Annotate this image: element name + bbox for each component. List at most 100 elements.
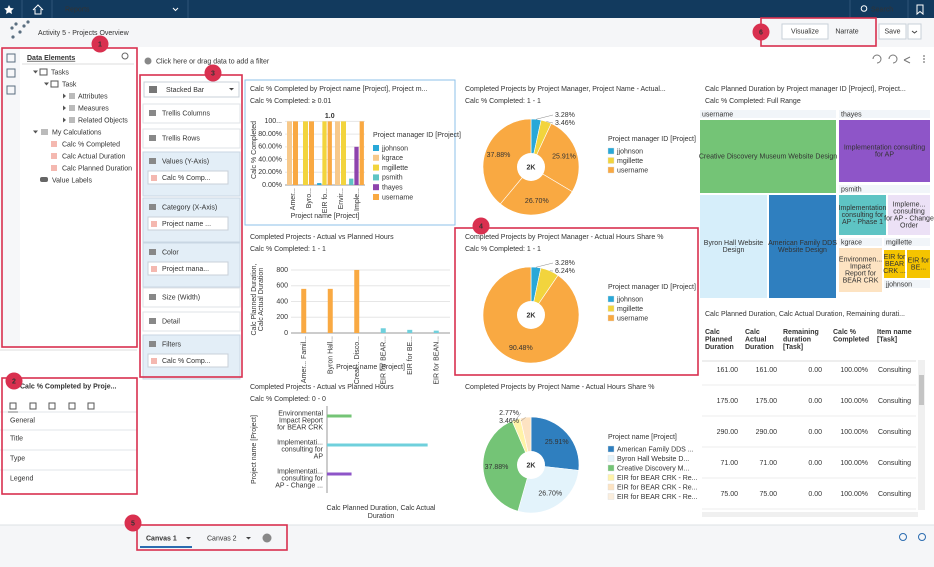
legend-swatch xyxy=(373,155,379,161)
cell-label: Implementation consulting xyxy=(844,144,925,151)
save-label[interactable]: Save xyxy=(885,28,901,35)
cell-label: Implementation xyxy=(839,205,887,212)
y-axis-title: Calc Planned Duration, xyxy=(251,263,258,335)
column-header: Planned xyxy=(705,336,732,343)
canvas-tab[interactable]: Canvas 2 xyxy=(207,535,237,542)
column-header: Calc xyxy=(705,329,720,336)
viz-subtitle: Calc % Completed: 1 - 1 xyxy=(465,246,541,253)
property-section[interactable]: General xyxy=(10,417,35,424)
bar xyxy=(354,147,358,185)
legend-label: thayes xyxy=(382,185,403,192)
cell-label: EIR for xyxy=(908,257,930,264)
logo-dot xyxy=(22,24,25,27)
legend-label: username xyxy=(382,194,413,201)
canvas-tab[interactable]: Canvas 1 xyxy=(146,535,177,542)
cell-label: for AP - Change xyxy=(884,215,934,222)
top-bar xyxy=(0,0,934,18)
cell-label: Impleme... xyxy=(893,201,926,208)
logo-dot xyxy=(26,20,29,23)
narrate-label[interactable]: Narrate xyxy=(835,28,858,35)
table-cell: 175.00 xyxy=(717,398,739,405)
x-tick-label: Amer... Famil... xyxy=(301,336,308,383)
legend-swatch xyxy=(608,446,614,452)
callout-number: 2 xyxy=(12,378,16,385)
viz-subtitle: Calc % Completed: 1 - 1 xyxy=(465,98,541,105)
cell-label: for AP xyxy=(875,151,894,158)
table-cell: 0.00 xyxy=(808,367,822,374)
cell-label: consulting xyxy=(893,208,925,215)
table-cell: 0.00 xyxy=(808,491,822,498)
property-section[interactable]: Legend xyxy=(10,475,33,482)
group-label: mgillette xyxy=(886,239,912,246)
legend-label: American Family DDS ... xyxy=(617,446,694,453)
x-axis-title: Project name [Project] xyxy=(336,364,405,371)
legend-label: mgillette xyxy=(617,158,643,165)
drop-item-label[interactable]: Project mana... xyxy=(162,266,209,273)
page-title: Activity 5 - Projects Overview xyxy=(38,30,130,37)
slice-label: 26.70% xyxy=(538,491,562,498)
cell-label: Order xyxy=(900,222,919,229)
chart-type-label[interactable]: Stacked Bar xyxy=(166,87,205,94)
cell-label: consulting for xyxy=(842,212,884,219)
table-cell: 175.00 xyxy=(756,398,778,405)
logo-dot xyxy=(10,26,13,29)
menu-label[interactable]: Reports xyxy=(65,6,90,13)
legend-label: EIR for BEAR CRK - Re... xyxy=(617,484,698,491)
viz-title: Calc % Completed by Project name [Projec… xyxy=(250,86,427,93)
cell-label: AP - Phase 1 xyxy=(842,219,883,226)
cell-label: BEAR CRK xyxy=(843,277,879,284)
viz-title: Completed Projects by Project Manager - … xyxy=(465,234,663,241)
cell-label: Website Design xyxy=(778,247,827,254)
tree-node: Value Labels xyxy=(52,177,92,184)
column-header: Completed xyxy=(833,336,869,343)
x-tick-label: Byro... xyxy=(306,188,313,208)
legend-label: psmith xyxy=(382,175,403,182)
y-tick-label: 800 xyxy=(276,267,288,274)
visualize-label[interactable]: Visualize xyxy=(791,28,819,35)
drop-item-label[interactable]: Calc % Comp... xyxy=(162,175,211,182)
y-tick-label: Implementati... xyxy=(277,439,323,446)
viz-title: Completed Projects by Project Manager, P… xyxy=(465,86,666,93)
cell-label: Byron Hall Website xyxy=(704,240,764,247)
zone-icon xyxy=(149,204,156,210)
legend-label: jjohnson xyxy=(616,296,643,303)
tree-node: Related Objects xyxy=(78,117,128,124)
viz-title: Calc Planned Duration by Project manager… xyxy=(705,86,906,93)
column-header: Duration xyxy=(745,344,774,351)
viz-title: Completed Projects - Actual vs Planned H… xyxy=(250,234,394,241)
property-section[interactable]: Type xyxy=(10,455,25,462)
table-cell: Consulting xyxy=(878,491,911,498)
drop-zone-label: Color xyxy=(162,249,179,256)
group-label: username xyxy=(702,111,733,118)
drop-item-label[interactable]: Project name ... xyxy=(162,221,211,228)
value-labels-icon xyxy=(40,177,48,182)
legend-swatch xyxy=(608,306,614,312)
callout-number: 3 xyxy=(211,70,215,77)
group-label: thayes xyxy=(841,111,862,118)
table-cell: 0.00 xyxy=(808,398,822,405)
property-section[interactable]: Title xyxy=(10,435,23,442)
slice-label: 3.46% xyxy=(499,418,519,425)
cell-label: Impact xyxy=(850,263,871,270)
cell-label: Design xyxy=(723,247,745,254)
bar xyxy=(354,270,359,333)
table-cell: 100.00% xyxy=(840,367,868,374)
y-tick-label: 100... xyxy=(264,118,282,125)
zone-icon xyxy=(149,318,156,324)
slice-label: 3.28% xyxy=(555,260,575,267)
drop-item-label[interactable]: Calc % Comp... xyxy=(162,358,211,365)
item-icon xyxy=(151,221,157,227)
panel-title: Calc % Completed by Proje... xyxy=(20,383,117,390)
logo-dot xyxy=(11,35,14,38)
y-tick-label: 600 xyxy=(276,283,288,290)
viz-subtitle: Calc % Completed: 0 - 0 xyxy=(250,396,326,403)
donut-center: 2K xyxy=(527,312,536,319)
x-tick-label: EIR fo... xyxy=(322,188,329,213)
item-icon xyxy=(151,266,157,272)
filter-hint[interactable]: Click here or drag data to add a filter xyxy=(156,58,270,65)
y-tick-label: 200 xyxy=(276,314,288,321)
drop-zone xyxy=(143,312,240,331)
bar xyxy=(293,121,298,185)
search-label[interactable]: Search xyxy=(871,6,893,13)
